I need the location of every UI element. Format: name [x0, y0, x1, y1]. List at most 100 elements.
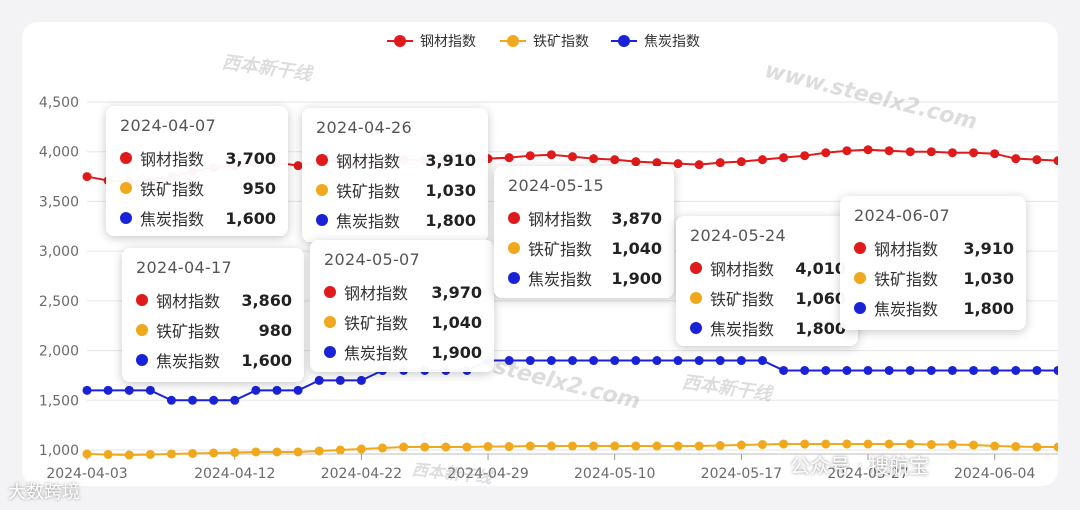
data-point: [631, 356, 641, 366]
data-point: [863, 365, 873, 375]
data-point: [420, 442, 430, 452]
data-point: [1032, 442, 1042, 452]
data-point: [124, 385, 134, 395]
data-point: [694, 356, 704, 366]
x-tick-label: 2024-04-22: [321, 466, 402, 482]
data-point: [568, 152, 577, 162]
data-point: [842, 146, 852, 156]
data-point: [736, 356, 746, 366]
tooltip-series-name: 焦炭指数: [710, 320, 775, 339]
x-tick-label: 2024-04-03: [46, 466, 127, 482]
data-point: [1011, 365, 1021, 375]
tooltip-series-name: 铁矿指数: [874, 270, 939, 289]
steel-dot: [324, 286, 336, 298]
data-point: [525, 441, 535, 451]
y-tick-label: 4,500: [39, 95, 79, 111]
tooltip-series-name: 钢材指数: [874, 240, 939, 259]
legend-swatch-dot: [618, 35, 630, 47]
data-point: [779, 365, 789, 375]
y-tick-label: 1,000: [39, 443, 79, 459]
data-point: [103, 449, 113, 459]
data-point: [103, 385, 113, 395]
tooltip-value: 3,910: [963, 238, 1014, 258]
data-point: [631, 441, 641, 451]
data-point: [947, 365, 957, 375]
y-tick-label: 1,500: [39, 393, 79, 409]
data-point: [166, 395, 176, 405]
ore-dot: [854, 272, 866, 284]
x-tick-label: 2024-06-04: [954, 466, 1035, 482]
data-point: [926, 440, 936, 450]
data-point: [230, 447, 240, 457]
chart-card: 1,000 1,500 2,000 2,500 3,000 3,500 4,000 4,500…: [22, 22, 1058, 487]
data-point: [715, 356, 725, 366]
data-point: [631, 157, 641, 167]
data-point: [483, 442, 493, 452]
data-point: [272, 385, 282, 395]
tooltip-value: 980: [258, 320, 292, 340]
tooltip-date: 2024-05-24: [690, 226, 786, 245]
data-point: [504, 442, 514, 452]
tooltip-date: 2024-04-26: [316, 118, 412, 137]
legend-label: 铁矿指数: [533, 34, 589, 50]
data-point: [800, 151, 810, 161]
data-point: [589, 356, 599, 366]
tooltip-series-name: 钢材指数: [140, 150, 205, 169]
coke-dot: [316, 214, 328, 226]
data-point: [525, 151, 535, 161]
ore-dot: [120, 182, 132, 194]
tooltip-value: 3,870: [611, 208, 662, 228]
coke-dot: [324, 346, 336, 358]
data-point: [694, 160, 704, 170]
data-point: [757, 356, 767, 366]
ore-dot: [316, 184, 328, 196]
data-point: [378, 443, 388, 453]
data-point: [990, 441, 1000, 451]
tooltip-value: 1,800: [963, 298, 1014, 318]
ore-dot: [508, 242, 520, 254]
data-point: [905, 365, 915, 375]
data-point: [251, 385, 261, 395]
data-point: [610, 155, 620, 165]
tooltip-series-name: 钢材指数: [344, 284, 409, 303]
data-point: [969, 440, 979, 450]
tooltip-value: 1,060: [795, 288, 846, 308]
steel-dot: [690, 262, 702, 274]
data-point: [610, 356, 620, 366]
data-point: [1032, 155, 1042, 165]
data-point: [525, 356, 535, 366]
tooltip-series-name: 钢材指数: [156, 292, 221, 311]
steel-dot: [120, 152, 132, 164]
data-point: [715, 158, 725, 168]
data-point: [1053, 442, 1058, 452]
data-point: [504, 153, 514, 163]
tooltip-value: 3,970: [431, 282, 482, 302]
data-point: [673, 441, 683, 451]
tooltip-date: 2024-06-07: [854, 206, 950, 225]
legend-swatch-dot: [394, 35, 406, 47]
data-point: [589, 154, 599, 164]
data-point: [715, 441, 725, 451]
data-point: [905, 147, 915, 157]
tooltip-series-name: 焦炭指数: [156, 352, 221, 371]
tooltip-value: 1,800: [795, 318, 846, 338]
data-point: [863, 145, 873, 155]
data-point: [166, 449, 176, 459]
data-point: [800, 439, 810, 449]
x-tick-label: 2024-05-27: [827, 466, 908, 482]
source-watermark: 大数跨境: [8, 482, 80, 503]
tooltip-series-name: 钢材指数: [710, 260, 775, 279]
data-point: [568, 441, 577, 451]
x-tick-label: 2024-05-10: [574, 466, 655, 482]
data-point: [504, 356, 514, 366]
tooltip-date: 2024-05-15: [508, 176, 604, 195]
data-point: [610, 441, 620, 451]
steel-dot: [316, 154, 328, 166]
data-point: [969, 365, 979, 375]
data-point: [842, 439, 852, 449]
data-point: [884, 439, 894, 449]
steel-dot: [854, 242, 866, 254]
data-point: [209, 395, 219, 405]
legend-label: 钢材指数: [420, 34, 476, 50]
data-point: [757, 155, 767, 165]
